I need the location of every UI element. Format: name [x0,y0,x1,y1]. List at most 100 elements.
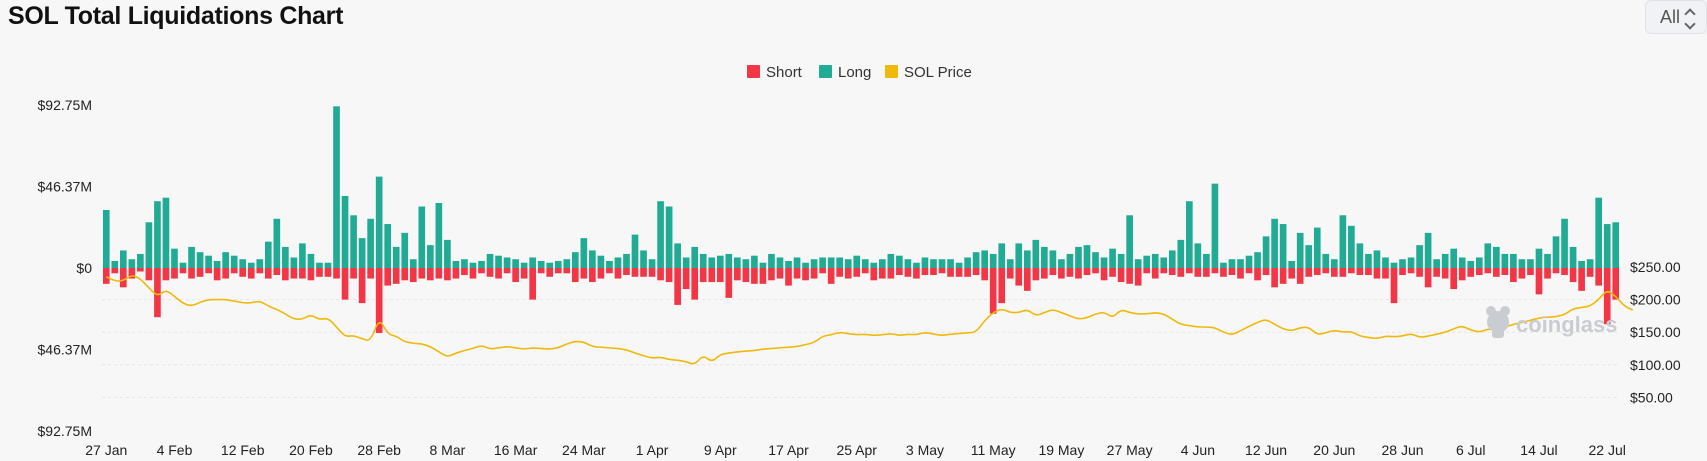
short-bar [1356,268,1364,276]
long-bar [1330,259,1338,268]
legend-item-short[interactable]: Short [747,64,803,81]
legend-item-sol-price[interactable]: SOL Price [885,64,972,81]
short-bar [1603,268,1611,325]
short-bar [1100,268,1108,281]
short-bar [802,268,809,281]
long-bar [102,210,110,268]
long-bar [1501,253,1509,268]
short-bar [452,268,460,279]
legend-long-swatch [819,65,832,78]
short-bar [1066,268,1074,277]
long-bar [290,257,298,268]
long-bar [606,260,613,268]
short-bar [324,268,332,277]
long-bar [1493,246,1500,268]
short-bar [537,268,545,274]
long-bar [844,259,852,268]
long-bar [1117,253,1125,268]
short-bar [1330,268,1338,277]
short-bar [751,268,758,284]
short-bar [1117,268,1125,283]
short-bar [409,268,417,283]
long-bar [247,262,255,268]
short-bar [256,268,264,274]
x-tick-label: 4 Jun [1181,442,1215,458]
legend-short-label: Short [766,64,803,81]
short-bar [631,268,639,277]
short-bar [247,268,255,279]
short-bar [981,268,988,281]
long-bar [495,255,502,268]
short-bar [444,268,451,281]
long-bar [853,255,861,268]
short-bar [1561,268,1568,276]
short-bar [938,268,946,274]
short-bar [674,268,681,305]
short-bar [1168,268,1176,276]
long-bar [1322,253,1330,268]
long-bar [691,246,699,268]
long-bar [256,259,264,268]
short-bar [597,268,605,279]
short-bar [716,268,724,283]
long-bar [1433,259,1440,268]
long-bar [1151,253,1159,268]
long-bar [1237,259,1244,268]
long-bar [861,259,869,268]
long-bar [546,262,554,268]
short-bar [1510,268,1517,283]
time-range-select[interactable]: All [1645,0,1707,34]
long-bar [1049,250,1057,268]
x-tick-label: 24 Mar [562,442,606,458]
long-bar [989,253,997,268]
short-bar [290,268,298,279]
short-bar [580,268,588,279]
short-bar [503,268,511,274]
short-bar [989,268,997,314]
short-bar [1348,268,1355,274]
short-bar [1126,268,1133,284]
short-bar [1475,268,1483,276]
long-bar [503,257,511,268]
long-bar [1356,243,1364,268]
short-bar [102,268,110,284]
short-bar [213,268,221,281]
long-bar [734,257,741,268]
short-bar [299,268,306,279]
short-bar [1049,268,1057,276]
legend-price-label: SOL Price [904,64,972,81]
long-bar [1416,245,1423,268]
short-bar [785,268,792,286]
long-bar [571,252,579,268]
short-bar [264,268,272,279]
long-bar [1595,197,1602,268]
y-right-tick-label: $50.00 [1630,389,1673,405]
long-bar [682,257,690,268]
long-bar [597,255,605,268]
short-bar [1544,268,1551,279]
short-bar [358,268,366,304]
long-bar [1160,257,1168,268]
long-bar [367,218,374,268]
short-bar [699,268,707,283]
long-bar [1109,248,1116,268]
short-bar [1373,268,1381,279]
long-bar [751,255,758,268]
long-bar [589,250,596,268]
short-bar [1365,268,1372,276]
short-bar [904,268,912,277]
long-bar [1279,224,1287,268]
short-bar [282,268,289,281]
long-bar [307,253,315,268]
long-bar [1254,252,1261,268]
short-bar [1305,268,1313,277]
long-bar [947,259,954,268]
long-bar [563,259,571,268]
long-bar [708,257,716,268]
legend-item-long[interactable]: Long [819,64,871,81]
short-bar [1288,268,1295,279]
long-bar [375,176,383,268]
long-bar [1552,236,1560,268]
long-bar [137,253,144,268]
long-bar [1228,259,1236,268]
